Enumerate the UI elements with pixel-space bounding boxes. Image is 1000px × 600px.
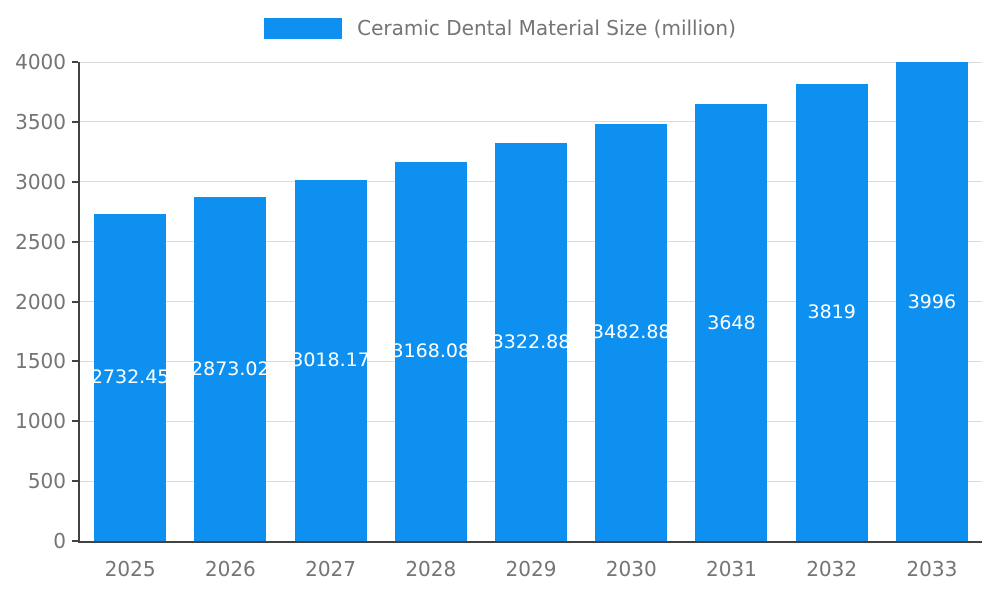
- x-tick-label: 2033: [906, 557, 958, 581]
- bar-value-label: 3996: [907, 290, 957, 313]
- bar-value-label: 3168.08: [394, 340, 467, 363]
- x-tick-label: 2028: [405, 557, 457, 581]
- bar[interactable]: 3819: [795, 83, 868, 541]
- bar-value-label: 3322.88: [495, 331, 567, 354]
- y-tick-label: 0: [53, 529, 66, 553]
- x-tick-label: 2025: [104, 557, 156, 581]
- y-tick-mark: [72, 360, 78, 363]
- y-tick-label: 3000: [15, 169, 66, 194]
- bar-value-label: 3482.88: [595, 321, 668, 344]
- x-tick-label: 2032: [806, 557, 858, 581]
- x-tick-label: 2029: [505, 557, 557, 581]
- bar[interactable]: 2873.02: [194, 196, 267, 541]
- y-tick-mark: [72, 61, 78, 63]
- y-tick-mark: [72, 300, 78, 303]
- y-tick-mark: [72, 540, 78, 542]
- y-tick-mark: [72, 240, 78, 243]
- bar[interactable]: 3482.88: [595, 123, 668, 541]
- y-tick-mark: [72, 120, 78, 123]
- bar-value-label: 3648: [707, 311, 756, 334]
- gridline: [80, 121, 982, 123]
- y-tick-label: 4000: [15, 50, 66, 74]
- x-axis-line: [78, 541, 982, 543]
- y-tick-label: 1500: [15, 349, 66, 374]
- legend-swatch: [264, 17, 343, 39]
- y-tick-label: 2500: [15, 229, 66, 254]
- y-tick-mark: [72, 480, 78, 483]
- legend-label: Ceramic Dental Material Size (million): [357, 16, 736, 40]
- y-tick-label: 3500: [15, 109, 66, 134]
- bar[interactable]: 3996: [895, 62, 968, 541]
- bar[interactable]: 2732.45: [94, 213, 167, 541]
- y-tick-mark: [72, 180, 78, 183]
- bar-value-label: 3018.17: [294, 349, 367, 372]
- bar[interactable]: 3018.17: [294, 179, 367, 541]
- bar[interactable]: 3322.88: [495, 143, 567, 541]
- bar-value-label: 2732.45: [94, 366, 167, 389]
- gridline: [80, 61, 982, 63]
- chart-legend[interactable]: Ceramic Dental Material Size (million): [0, 16, 1000, 40]
- y-axis-line: [78, 62, 80, 543]
- y-tick-label: 1000: [15, 409, 66, 434]
- bar-value-label: 2873.02: [194, 357, 267, 380]
- x-tick-label: 2027: [305, 557, 356, 581]
- x-tick-label: 2031: [705, 557, 757, 581]
- x-tick-label: 2026: [204, 557, 256, 581]
- y-tick-label: 500: [27, 469, 66, 494]
- bar[interactable]: 3168.08: [394, 161, 467, 541]
- y-tick-mark: [72, 420, 78, 423]
- bar[interactable]: 3648: [695, 104, 768, 541]
- y-tick-label: 2000: [15, 289, 66, 314]
- bar-value-label: 3819: [807, 301, 856, 324]
- x-tick-label: 2030: [605, 557, 657, 581]
